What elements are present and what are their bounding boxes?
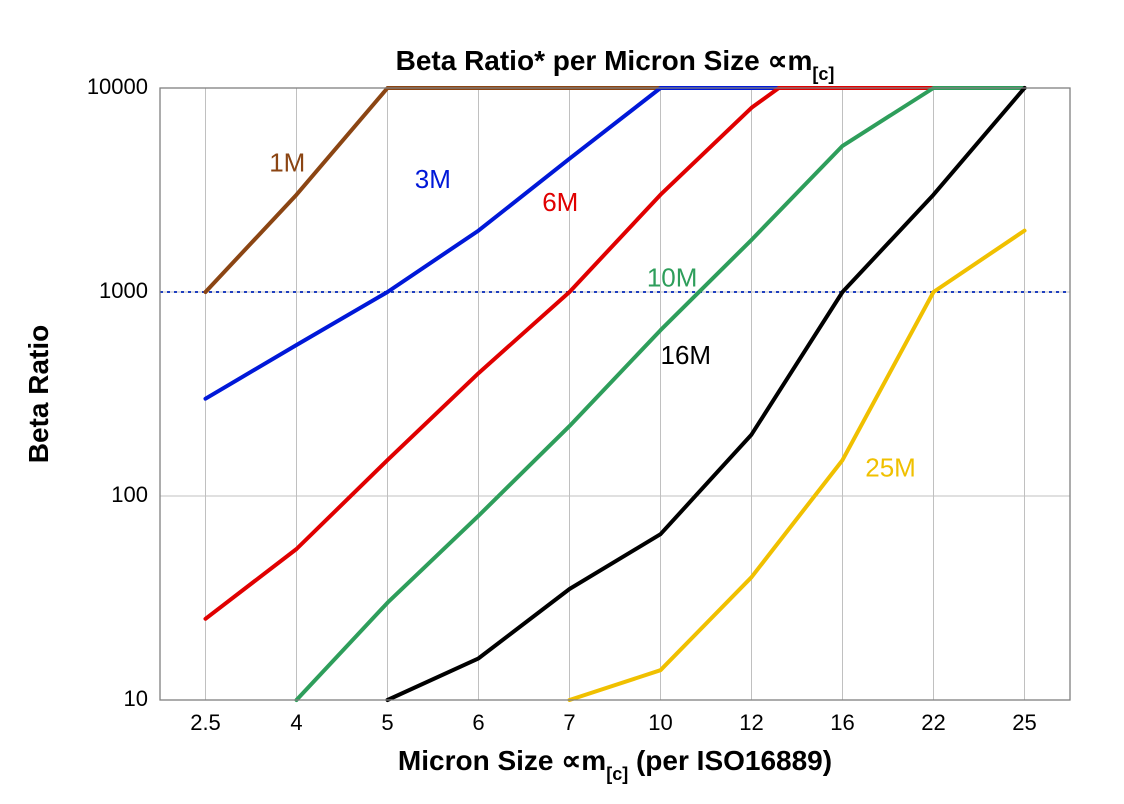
y-tick-label: 10000	[87, 74, 148, 99]
x-tick-label: 25	[1012, 710, 1036, 735]
x-tick-label: 12	[739, 710, 763, 735]
x-tick-label: 10	[648, 710, 672, 735]
series-label-10M: 10M	[647, 262, 698, 292]
x-tick-label: 22	[921, 710, 945, 735]
y-tick-label: 1000	[99, 278, 148, 303]
series-label-6M: 6M	[542, 187, 578, 217]
x-tick-label: 7	[563, 710, 575, 735]
x-tick-label: 2.5	[190, 710, 221, 735]
series-label-16M: 16M	[661, 340, 712, 370]
x-tick-label: 5	[381, 710, 393, 735]
series-label-1M: 1M	[269, 148, 305, 178]
chart-svg: 1M 3M 6M 10M 16M 25M 2.5 4 5 6 7 10 12 16 22 25 10 100 100…	[0, 0, 1124, 804]
x-tick-label: 4	[290, 710, 302, 735]
x-tick-label: 16	[830, 710, 854, 735]
beta-ratio-chart: 1M 3M 6M 10M 16M 25M 2.5 4 5 6 7 10 12 16 22 25 10 100 100…	[0, 0, 1124, 804]
chart-background	[0, 0, 1124, 804]
y-tick-label: 10	[124, 686, 148, 711]
y-axis-title: Beta Ratio	[23, 325, 54, 463]
series-label-25M: 25M	[865, 452, 916, 482]
y-tick-label: 100	[111, 482, 148, 507]
x-tick-label: 6	[472, 710, 484, 735]
series-label-3M: 3M	[415, 164, 451, 194]
